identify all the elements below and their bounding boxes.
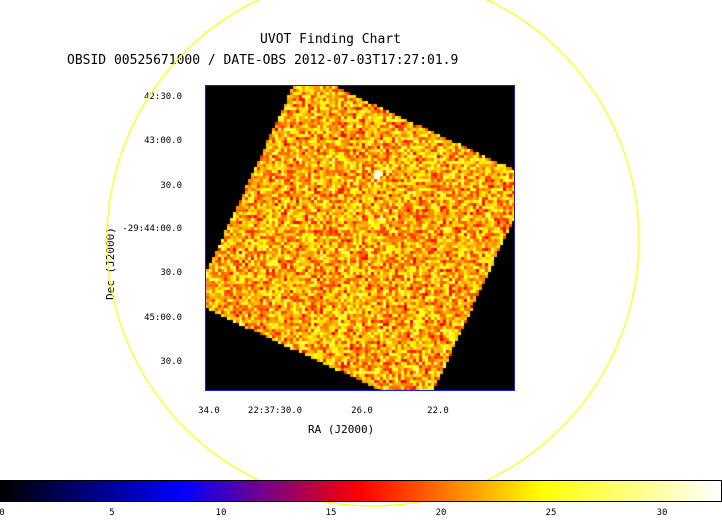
x-axis-label: RA (J2000): [308, 423, 375, 436]
colorbar-tick-label: 15: [325, 508, 337, 518]
y-tick-label: 45:00.0: [144, 313, 182, 323]
region-circle: [106, 0, 640, 507]
uvot-image-plot: [205, 85, 515, 391]
x-tick-label: 22.0: [427, 406, 449, 416]
heatmap-canvas: [206, 86, 514, 390]
colorbar-tick-label: 5: [109, 508, 115, 518]
y-tick-label: -29:44:00.0: [122, 224, 182, 234]
colorbar-tick-label: 25: [545, 508, 557, 518]
colorbar-tick-label: 20: [435, 508, 447, 518]
colorbar-tick-label: 0: [0, 508, 5, 518]
y-tick-label: 30.0: [160, 268, 182, 278]
x-tick-label: 22:37:30.0: [247, 406, 303, 416]
colorbar-tick-label: 10: [215, 508, 227, 518]
colorbar-tick-label: 30: [656, 508, 668, 518]
y-tick-label: 30.0: [160, 181, 182, 191]
x-tick-label: 26.0: [351, 406, 373, 416]
y-tick-label: 43:00.0: [144, 136, 182, 146]
x-tick-label: 34.0: [198, 406, 220, 416]
chart-subtitle: OBSID 00525671000 / DATE-OBS 2012-07-03T…: [67, 53, 459, 68]
colorbar: [0, 480, 722, 502]
y-tick-label: 30.0: [160, 357, 182, 367]
chart-title: UVOT Finding Chart: [260, 32, 401, 47]
y-tick-label: 42:30.0: [144, 92, 182, 102]
